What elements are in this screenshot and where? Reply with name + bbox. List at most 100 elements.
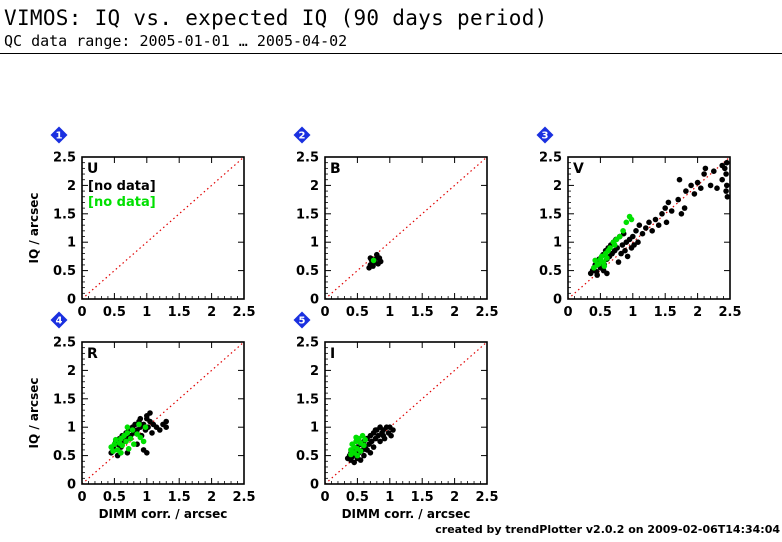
data-point-black: [655, 222, 662, 228]
data-point-black: [676, 176, 683, 183]
x-tick-label: 0.5: [346, 490, 369, 505]
chart-panel-4: 4 0 0.5 1 1.5 2 2.5 0 0.5 1 1.5 2 2.5 R IQ / arcsec DIM…: [27, 311, 256, 521]
y-axis-label: IQ / arcsec: [27, 193, 41, 264]
y-tick-label: 1.5: [296, 392, 319, 407]
data-point-green: [628, 216, 635, 223]
data-point-black: [147, 410, 153, 416]
band-label: V: [573, 161, 584, 177]
data-point-green: [362, 436, 369, 443]
data-point-green: [611, 242, 618, 248]
data-point-black: [618, 250, 624, 257]
data-point-black: [723, 188, 729, 194]
y-tick-label: 0.5: [296, 449, 319, 464]
x-tick-label: 1.5: [168, 305, 191, 320]
y-tick-label: 0.5: [53, 449, 76, 464]
y-tick-label: 1.5: [539, 207, 562, 222]
y-tick-label: 2: [310, 364, 319, 379]
x-tick-label: 1: [385, 305, 394, 320]
footer-credit: created by trendPlotter v2.0.2 on 2009-0…: [435, 523, 780, 536]
plot-frame: [324, 156, 488, 300]
y-tick-label: 2: [553, 179, 562, 194]
data-point-black: [665, 199, 672, 206]
data-point-black: [357, 457, 364, 463]
y-tick-label: 0.5: [296, 264, 319, 279]
data-point-green: [137, 434, 144, 441]
data-point-black: [157, 427, 163, 433]
reference-line: [567, 156, 731, 300]
data-point-black: [375, 432, 381, 439]
x-tick-label: 1.5: [654, 305, 677, 320]
y-axis-label: IQ / arcsec: [27, 378, 41, 449]
header-rule: [0, 53, 782, 54]
data-point-green: [124, 424, 131, 431]
x-tick-label: 0.5: [589, 305, 612, 320]
x-tick-label: 2.5: [232, 490, 255, 505]
y-tick-label: 1: [310, 421, 319, 436]
y-tick-label: 0: [310, 293, 319, 308]
data-point-green: [617, 233, 623, 240]
data-point-green: [601, 263, 608, 269]
data-point-black: [631, 242, 637, 248]
data-point-black: [688, 182, 694, 189]
x-tick-label: 2: [450, 490, 459, 505]
data-point-green: [124, 430, 131, 436]
plot-frame: [567, 156, 731, 300]
data-point-black: [691, 191, 698, 197]
chart-panel-1: 1 0 0.5 1 1.5 2 2.5 0 0.5 1 1.5 2 2.5 U [no data][no d…: [27, 126, 256, 320]
x-tick-label: 2: [207, 490, 216, 505]
y-tick-label: 0: [67, 478, 76, 493]
data-point-green: [118, 450, 124, 456]
data-point-green: [623, 219, 630, 226]
data-point-green: [370, 257, 377, 264]
data-point-black: [619, 242, 626, 248]
x-tick-label: 1: [142, 490, 151, 505]
data-point-black: [659, 211, 665, 217]
data-point-black: [163, 424, 169, 431]
data-point-black: [649, 228, 655, 234]
data-point-green: [607, 245, 613, 251]
data-point-green: [123, 438, 129, 445]
x-tick-label: 1.5: [168, 490, 191, 505]
panel-badge-icon: [293, 311, 311, 329]
chart-panel-3: 3 0 0.5 1 1.5 2 2.5 0 0.5 1 1.5 2 2.5 V: [536, 126, 742, 320]
data-point-black: [370, 444, 377, 450]
x-tick-label: 2: [693, 305, 702, 320]
data-point-black: [698, 185, 704, 191]
no-data-label: [no data]: [88, 179, 156, 194]
band-label: B: [330, 161, 341, 177]
data-point-black: [694, 179, 701, 186]
data-point-black: [652, 216, 659, 223]
x-axis-label: DIMM corr. / arcsec: [342, 507, 471, 521]
data-point-black: [681, 205, 688, 211]
data-point-green: [348, 451, 354, 458]
data-point-black: [723, 171, 729, 177]
data-point-green: [598, 253, 605, 260]
x-tick-label: 2.5: [718, 305, 741, 320]
data-point-black: [724, 159, 730, 166]
y-tick-label: 1: [553, 236, 562, 251]
x-tick-label: 2: [450, 305, 459, 320]
data-point-black: [380, 432, 387, 439]
data-point-black: [639, 230, 646, 237]
data-point-green: [131, 441, 137, 448]
panel-badge-number: 4: [56, 316, 63, 327]
data-point-green: [353, 434, 359, 441]
panel-badge-number: 5: [299, 316, 306, 327]
data-point-green: [127, 435, 134, 442]
data-point-black: [678, 211, 685, 217]
data-point-green: [136, 421, 142, 428]
y-tick-label: 2: [67, 364, 76, 379]
data-point-green: [604, 255, 610, 261]
data-point-black: [702, 165, 709, 172]
x-tick-label: 0.5: [103, 305, 126, 320]
data-point-black: [364, 447, 370, 453]
data-point-black: [707, 182, 714, 189]
data-point-green: [112, 436, 119, 443]
data-point-black: [377, 258, 384, 265]
data-point-black: [701, 171, 707, 177]
data-point-green: [354, 452, 361, 459]
data-point-black: [683, 188, 689, 194]
data-point-black: [719, 162, 725, 169]
y-tick-label: 2.5: [296, 336, 319, 351]
